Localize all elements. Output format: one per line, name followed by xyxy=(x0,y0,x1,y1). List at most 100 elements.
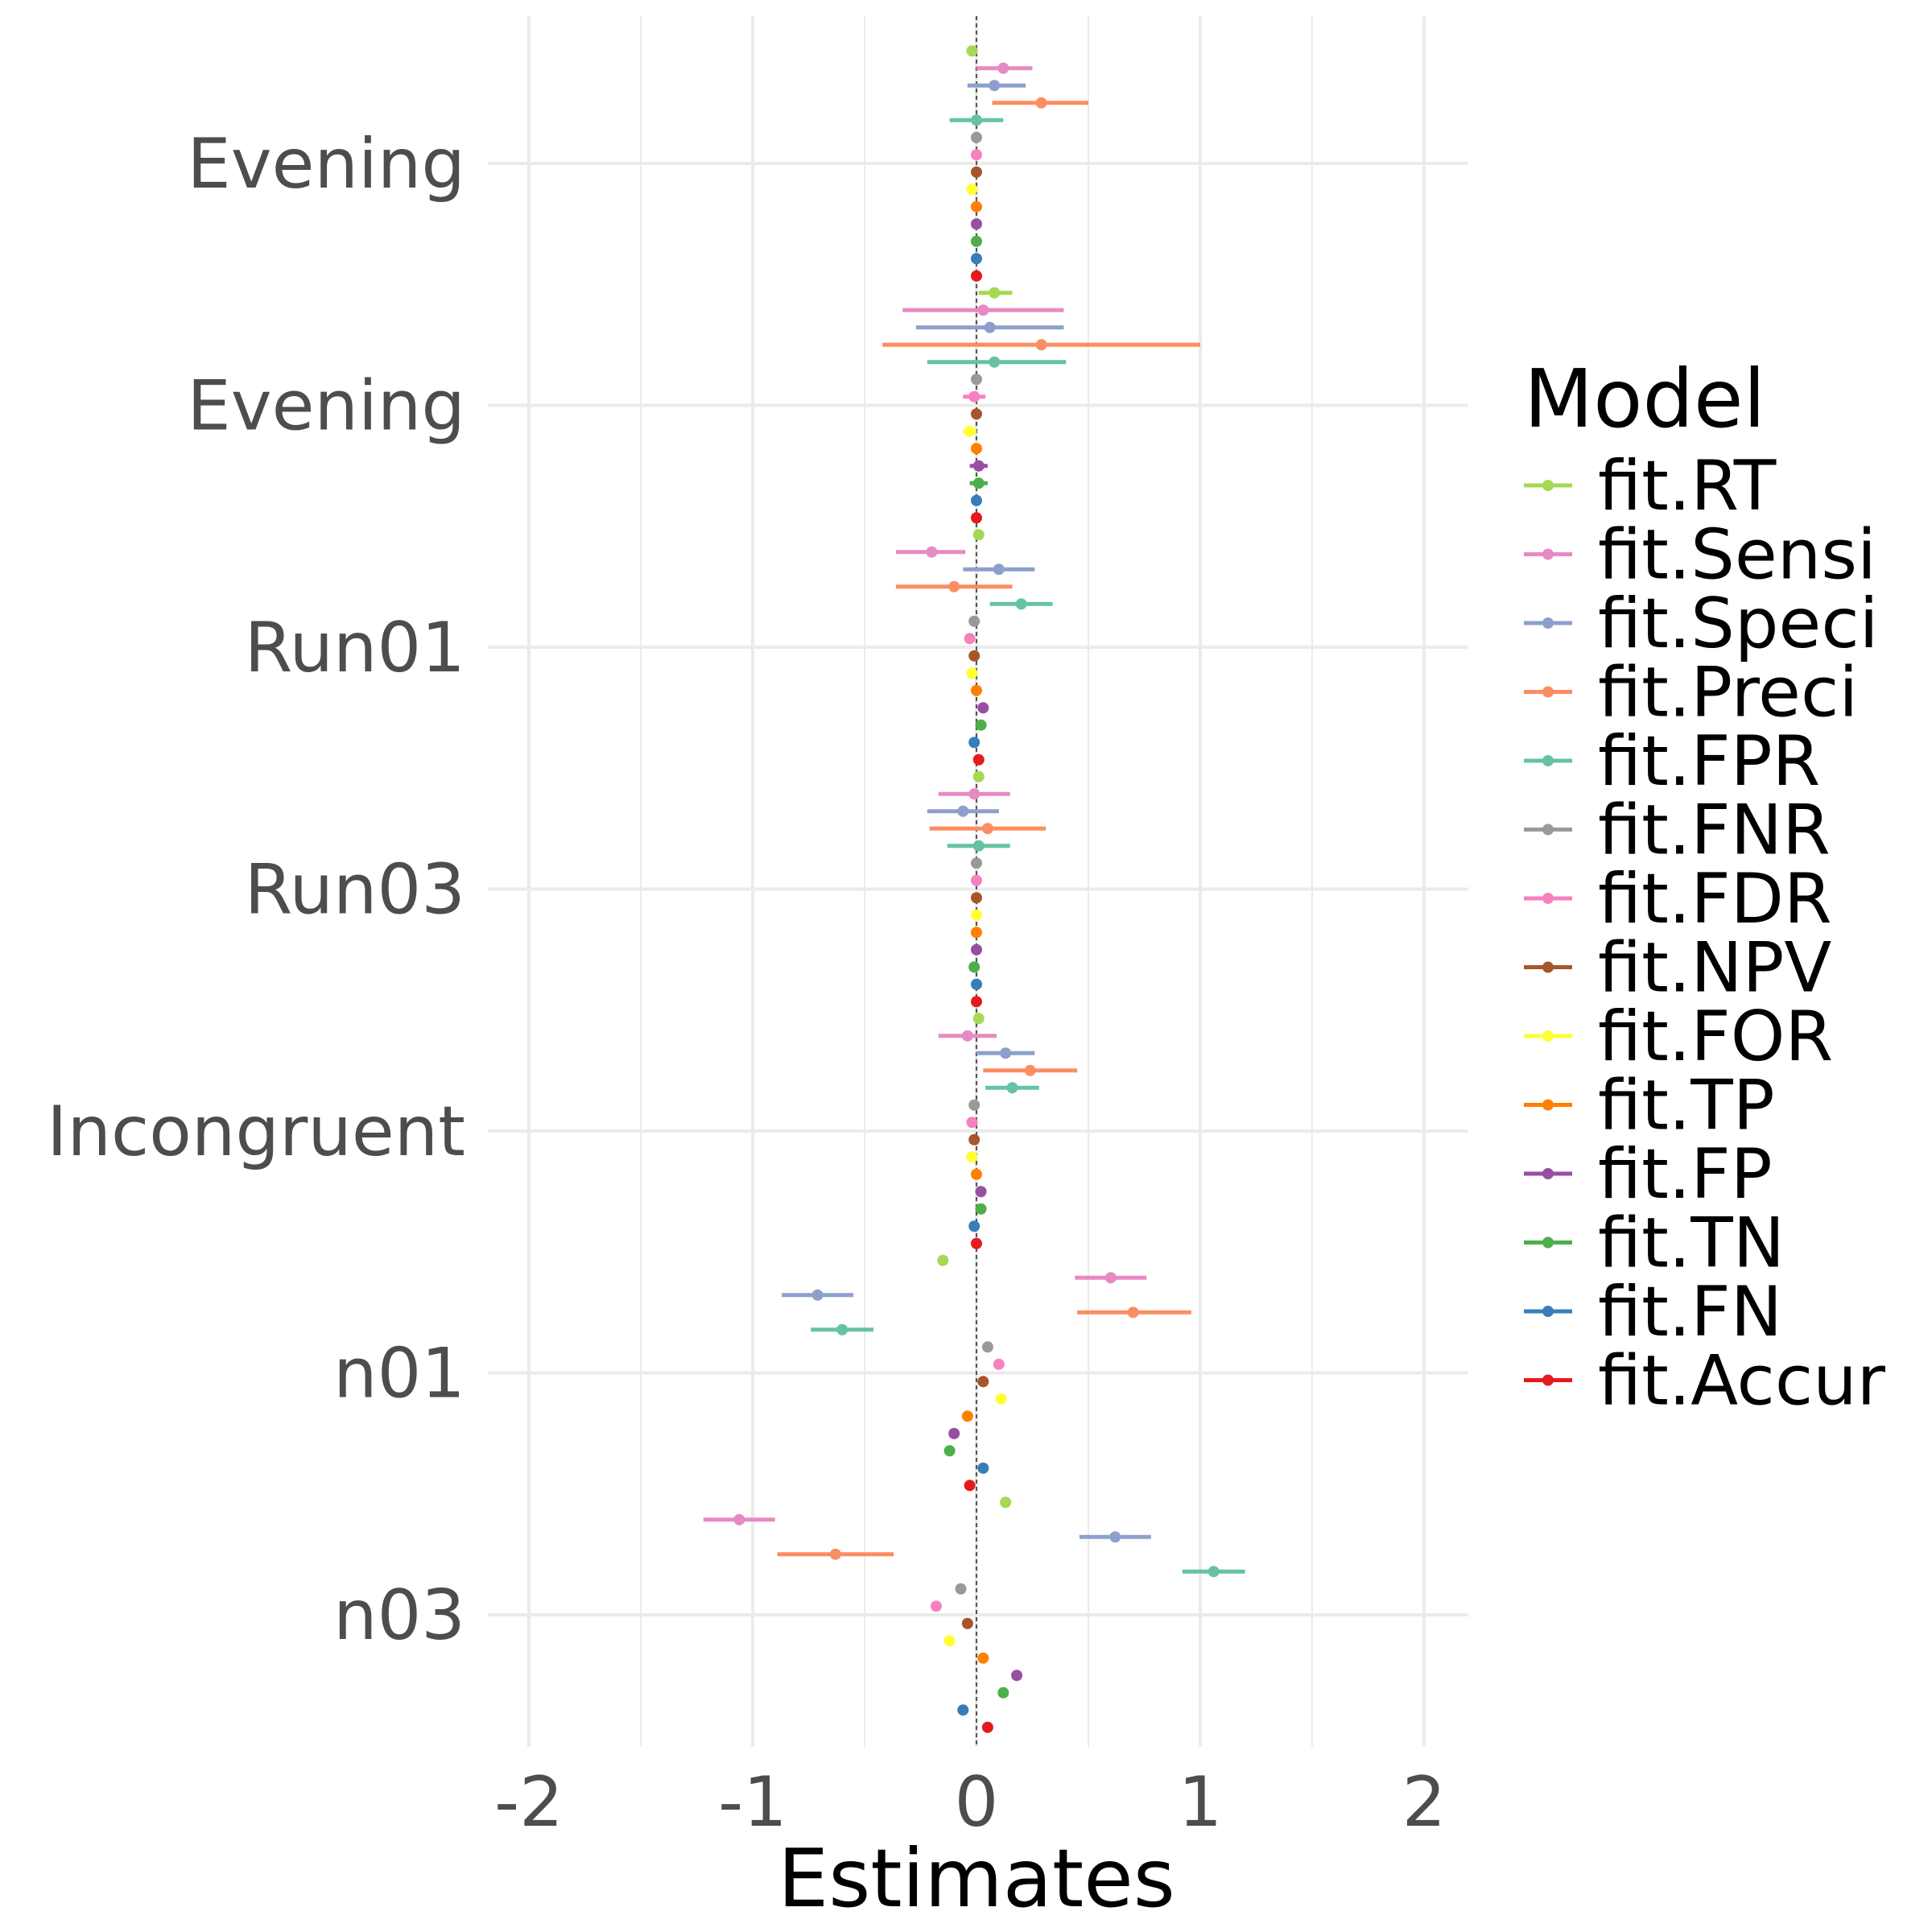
estimate-point xyxy=(971,132,982,143)
estimate-point xyxy=(968,1134,980,1146)
estimate-point xyxy=(982,1341,993,1352)
estimate-point xyxy=(1036,339,1047,350)
estimate-point xyxy=(1016,598,1027,609)
legend-key-point xyxy=(1542,1306,1554,1317)
estimate-point xyxy=(973,771,985,782)
estimate-point xyxy=(966,1117,977,1128)
estimate-point xyxy=(966,45,977,56)
estimate-point xyxy=(976,720,987,731)
estimate-point xyxy=(957,1704,968,1715)
estimate-point xyxy=(968,961,980,972)
legend-key-point xyxy=(1542,1237,1554,1249)
estimate-point xyxy=(968,616,980,627)
y-tick-label: Evening xyxy=(187,366,465,447)
x-tick-label: -2 xyxy=(494,1762,564,1843)
estimate-point xyxy=(962,1410,973,1422)
legend-key-point xyxy=(1542,755,1554,766)
estimate-point xyxy=(971,857,982,869)
series-fit.FN xyxy=(957,253,989,1715)
estimate-point xyxy=(964,633,976,644)
estimate-point xyxy=(985,322,996,333)
series-fit.Speci xyxy=(782,80,1151,1542)
legend-key-point xyxy=(1542,1030,1554,1042)
y-tick-label: Run03 xyxy=(245,850,465,931)
estimate-point xyxy=(971,114,982,126)
estimate-point xyxy=(968,1100,980,1111)
series-fit.Sensi xyxy=(704,63,1146,1525)
estimate-point xyxy=(971,495,982,506)
estimate-point xyxy=(830,1549,841,1560)
estimate-point xyxy=(962,1030,973,1042)
estimate-point xyxy=(971,236,982,247)
estimate-point xyxy=(836,1324,848,1335)
estimate-point xyxy=(971,201,982,213)
estimate-point xyxy=(989,287,1000,299)
estimate-point xyxy=(968,650,980,662)
legend-entry: fit.Accur xyxy=(1524,1341,1886,1422)
estimate-point xyxy=(957,806,968,817)
estimate-point xyxy=(971,875,982,886)
estimate-point xyxy=(1000,1496,1011,1508)
y-tick-label: n01 xyxy=(333,1334,465,1414)
legend-key-point xyxy=(1542,1100,1554,1111)
estimate-point xyxy=(982,823,993,834)
estimate-point xyxy=(937,1255,948,1266)
estimate-point xyxy=(971,996,982,1007)
legend-label: fit.Accur xyxy=(1598,1341,1886,1422)
estimate-point xyxy=(976,1186,987,1197)
estimate-point xyxy=(966,1151,977,1162)
estimate-point xyxy=(971,1169,982,1180)
estimate-point xyxy=(977,1463,989,1474)
estimate-point xyxy=(944,1445,956,1456)
estimate-point xyxy=(964,1480,976,1491)
legend-key-point xyxy=(1542,617,1554,629)
estimate-point xyxy=(968,737,980,748)
x-axis-label: Estimates xyxy=(778,1831,1175,1926)
legend-key-point xyxy=(1542,687,1554,698)
y-axis: EveningEveningRun01Run03Incongruentn01n0… xyxy=(47,124,465,1656)
series-fit.FP xyxy=(948,218,1022,1681)
estimate-point xyxy=(971,685,982,696)
estimate-point xyxy=(976,1203,987,1215)
estimate-point xyxy=(971,910,982,921)
estimate-point xyxy=(968,391,980,402)
legend-key-point xyxy=(1542,1168,1554,1179)
estimate-point xyxy=(971,979,982,990)
legend-key-point xyxy=(1542,549,1554,560)
estimate-point xyxy=(964,426,976,437)
estimate-point xyxy=(812,1290,824,1301)
estimate-point xyxy=(1006,1082,1018,1093)
estimate-point xyxy=(996,1393,1007,1405)
estimate-point xyxy=(948,581,960,592)
estimate-point xyxy=(977,702,989,713)
y-tick-label: Incongruent xyxy=(47,1092,465,1172)
estimate-point xyxy=(1011,1670,1022,1681)
x-tick-label: 0 xyxy=(955,1762,999,1843)
estimate-point xyxy=(1036,97,1047,109)
estimate-point xyxy=(971,270,982,282)
estimate-point xyxy=(977,304,989,316)
estimate-point xyxy=(977,1376,989,1387)
estimate-point xyxy=(971,374,982,385)
estimate-point xyxy=(971,149,982,160)
estimate-point xyxy=(968,788,980,799)
estimate-point xyxy=(973,477,985,489)
legend-key-point xyxy=(1542,893,1554,904)
legend-key-point xyxy=(1542,962,1554,973)
legend-key-point xyxy=(1542,824,1554,836)
estimate-point xyxy=(971,927,982,938)
x-tick-label: -1 xyxy=(718,1762,787,1843)
estimate-point xyxy=(973,460,985,472)
estimate-point xyxy=(1105,1272,1117,1283)
estimate-point xyxy=(997,1687,1009,1699)
estimate-point xyxy=(971,253,982,264)
y-tick-label: Run01 xyxy=(245,608,465,688)
estimate-point xyxy=(977,1653,989,1664)
estimate-point xyxy=(973,529,985,540)
x-tick-label: 1 xyxy=(1179,1762,1223,1843)
estimate-point xyxy=(926,547,937,558)
estimate-point xyxy=(973,754,985,766)
estimate-point xyxy=(989,80,1000,91)
estimate-point xyxy=(962,1618,973,1629)
y-tick-label: n03 xyxy=(333,1575,465,1656)
